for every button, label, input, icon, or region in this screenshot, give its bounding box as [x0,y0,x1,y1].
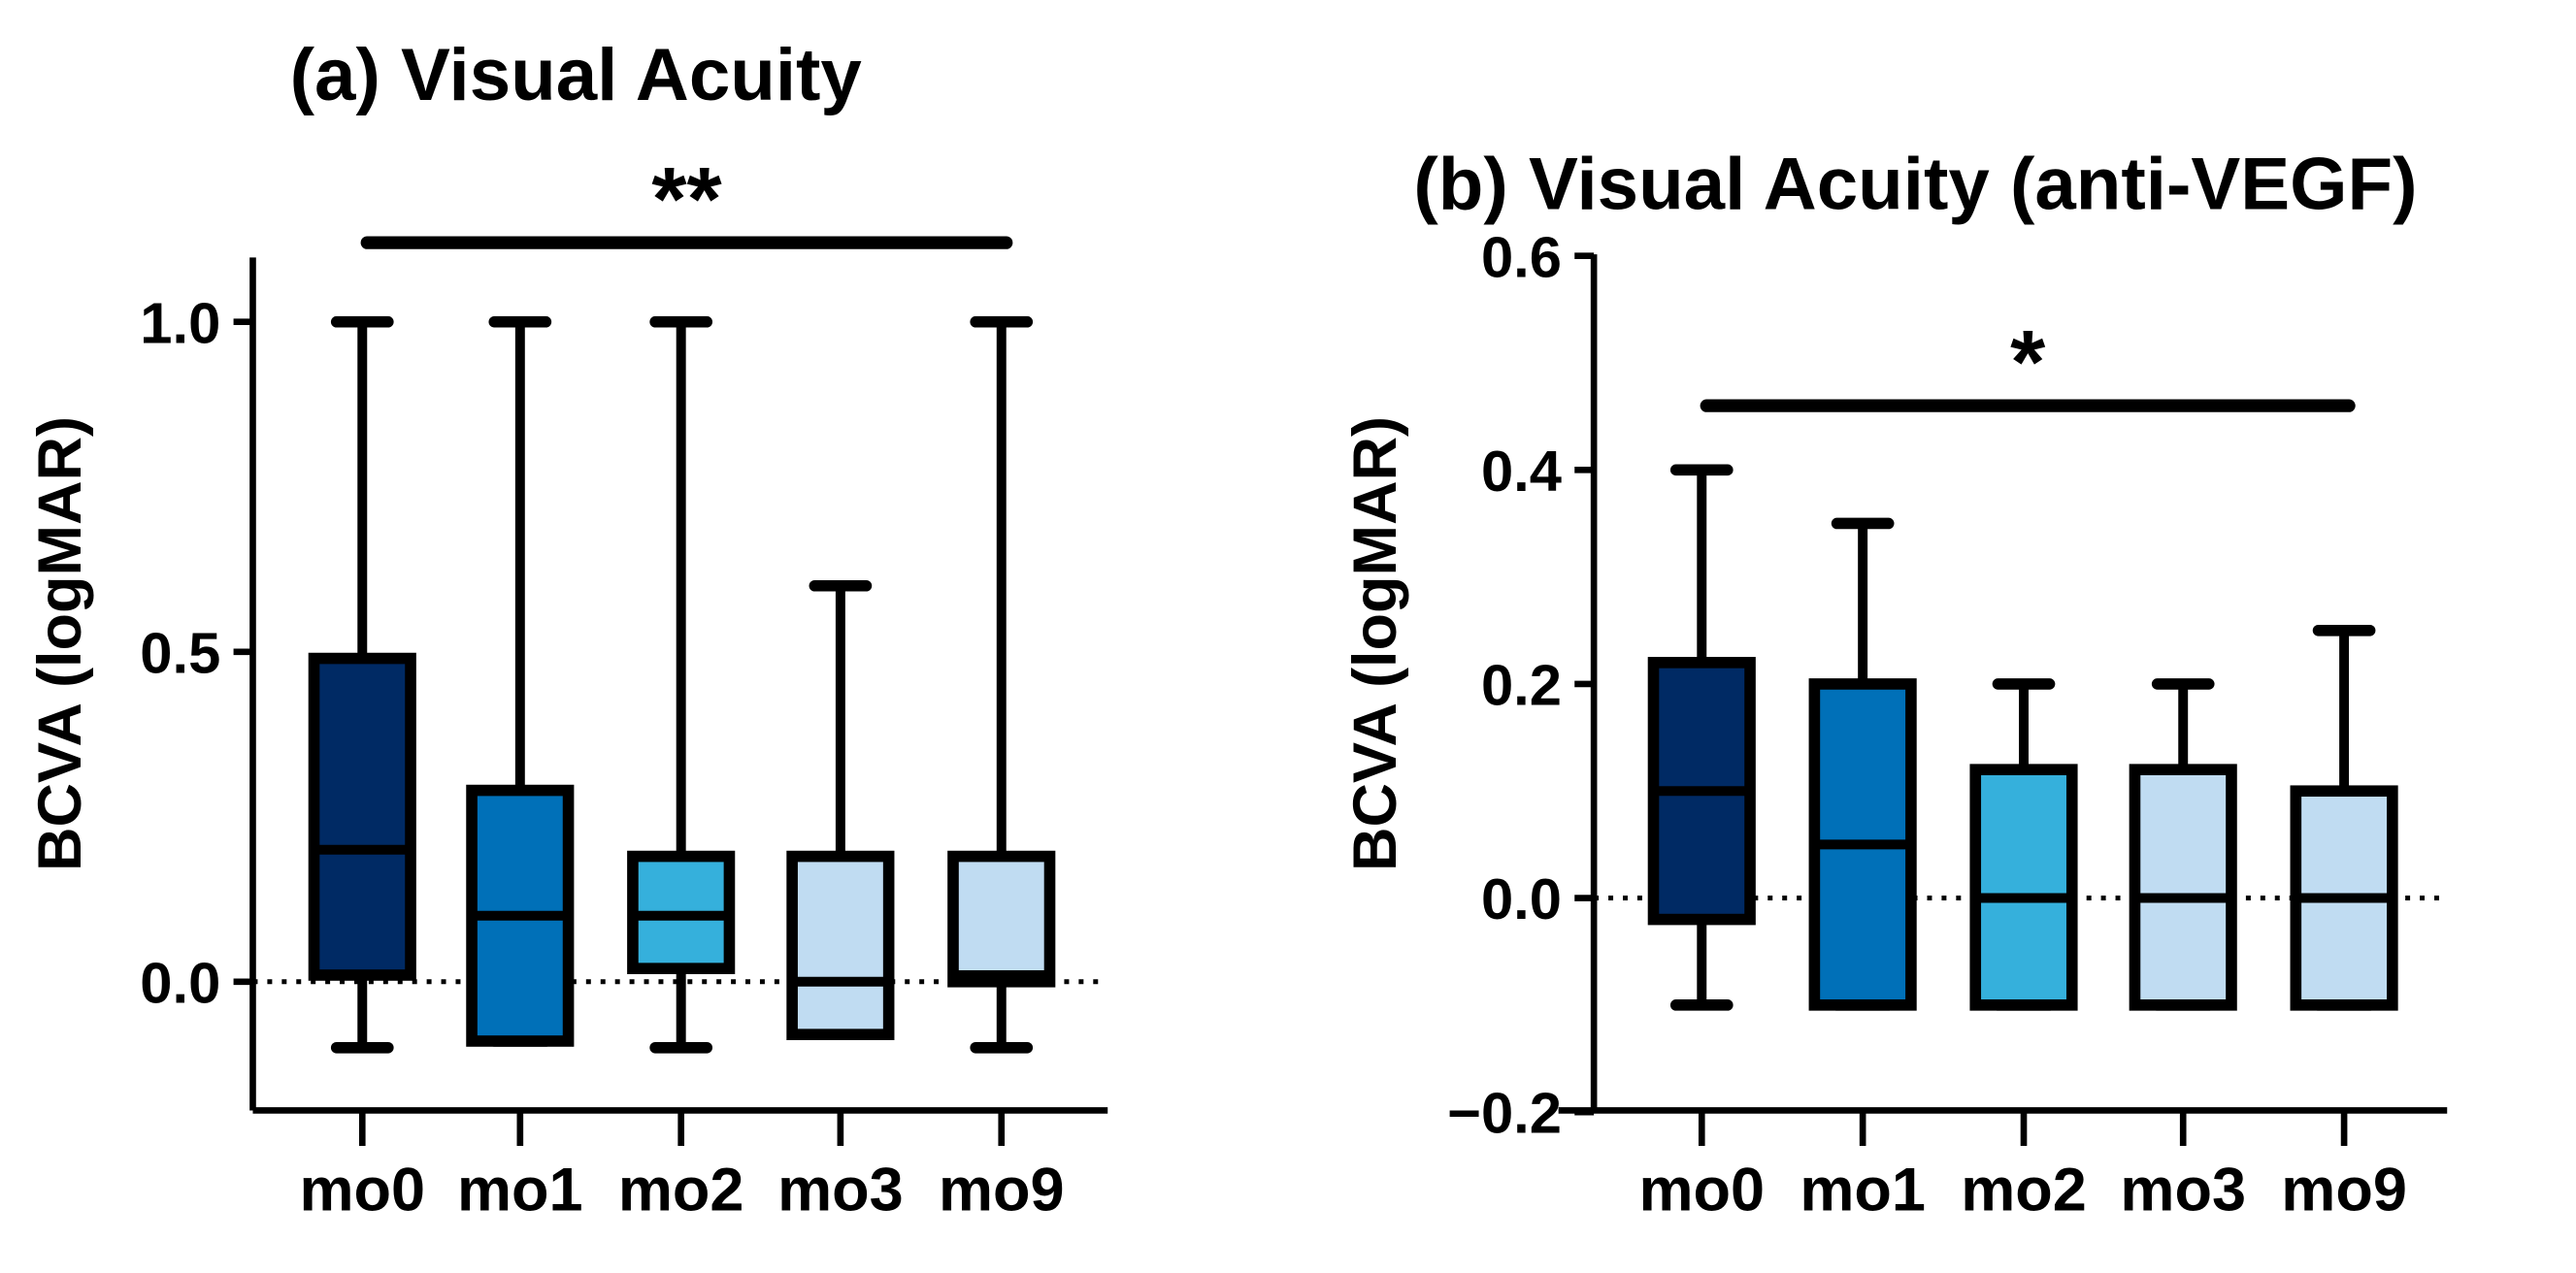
box-iqr [2129,764,2237,1011]
box-mo2 [627,315,736,1054]
x-tick-label: mo0 [299,1156,425,1224]
significance-label: * [2010,311,2046,412]
box-iqr [1969,764,2078,1011]
y-tick-label: 0.4 [1481,439,1562,504]
box-mo2 [1969,678,2078,1011]
x-tick-label: mo3 [777,1156,904,1224]
x-tick-label: mo0 [1638,1156,1765,1224]
significance-label: ** [651,148,722,249]
y-tick-label: 1.0 [140,290,220,355]
x-tick-label: mo3 [2120,1156,2246,1224]
chart-title: (b) Visual Acuity (anti-VEGF) [1413,144,2417,226]
x-tick-label: mo9 [2281,1156,2407,1224]
box-mo1 [466,315,575,1047]
box-iqr [947,850,1056,988]
box-mo9 [2290,624,2398,1011]
box-mo3 [2129,678,2237,1011]
y-tick-label: 0.6 [1481,224,1562,289]
y-tick-label: 0.0 [1481,866,1562,931]
chart-title: (a) Visual Acuity [290,34,863,116]
panel-b: (b) Visual Acuity (anti-VEGF) BCVA (logMA… [1341,144,2448,1224]
x-tick-label: mo9 [939,1156,1065,1224]
y-tick-label: 0.0 [140,950,220,1015]
box-mo0 [1647,464,1756,1011]
panel-a: (a) Visual Acuity BCVA (logMAR) 0.0 0.5 1.0 m… [26,34,1108,1224]
box-mo3 [786,579,895,1040]
box-iqr [308,652,416,981]
y-tick-label: 0.5 [140,620,220,685]
x-tick-label: mo2 [1961,1156,2087,1224]
x-tick-label: mo1 [457,1156,583,1224]
y-tick-label: 0.2 [1481,652,1562,717]
y-axis-label: BCVA (logMAR) [1341,416,1409,871]
box-mo0 [308,315,416,1054]
y-axis-label: BCVA (logMAR) [26,416,94,871]
box-iqr [786,850,895,1040]
y-tick-label: −0.2 [1447,1081,1562,1146]
x-tick-label: mo1 [1800,1156,1926,1224]
x-tick-label: mo2 [618,1156,744,1224]
box-mo9 [947,315,1056,1054]
box-mo1 [1808,517,1917,1011]
